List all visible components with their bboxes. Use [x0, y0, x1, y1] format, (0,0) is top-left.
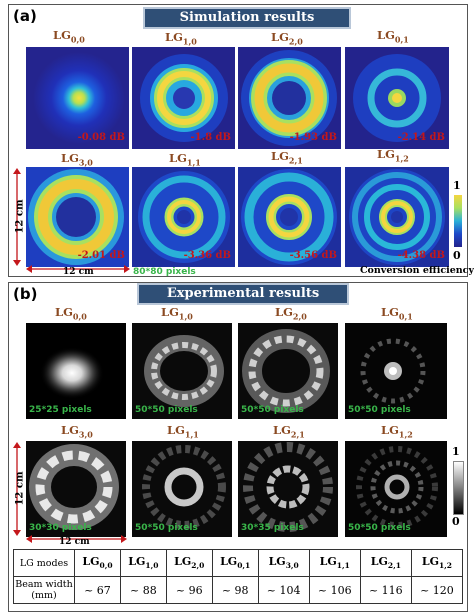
panel-b-label: (b) — [13, 285, 38, 303]
loss-value: -4.38 dB — [397, 250, 445, 261]
table-header-modes: LG modes — [13, 549, 75, 577]
mode-label-a-5: LG1,1 — [169, 151, 201, 168]
mode-label-a-4: LG3,0 — [61, 151, 93, 168]
table-row-width: Beam width (mm) ~ 67 ~ 88 ~ 96 ~ 98 ~ 104… — [13, 576, 464, 604]
table-cell-width: ~ 98 — [211, 576, 259, 604]
exp-image-lg12: 50*50 pixels — [345, 441, 447, 537]
table-cell-width: ~ 104 — [257, 576, 310, 604]
vertical-dimension-arrow — [13, 442, 21, 536]
loss-value: -0.08 dB — [77, 132, 125, 143]
table-cell-mode: LG1,1 — [308, 549, 361, 577]
colorbar-max: 1 — [452, 445, 460, 458]
sim-image-lg30: -2.01 dB — [26, 167, 129, 267]
mode-label-b-7: LG1,2 — [381, 423, 413, 440]
sim-image-lg12: -4.38 dB — [345, 167, 449, 267]
mode-label-a-7: LG1,2 — [377, 147, 409, 164]
table-cell-width: ~ 106 — [308, 576, 361, 604]
table-cell-width: ~ 120 — [410, 576, 464, 604]
pixel-count: 50*50 pixels — [135, 405, 198, 415]
loss-value: -3.56 dB — [289, 250, 337, 261]
table-cell-width: ~ 116 — [359, 576, 412, 604]
table-cell-width: ~ 88 — [119, 576, 167, 604]
exp-image-lg00: 25*25 pixels — [26, 323, 126, 419]
mode-label-b-3: LG0,1 — [381, 305, 413, 322]
sim-image-lg21: -3.56 dB — [238, 167, 341, 267]
pixel-count: 30*35 pixels — [241, 523, 304, 533]
mode-label-b-5: LG1,1 — [167, 423, 199, 440]
table-cell-mode: LG0,0 — [74, 549, 121, 577]
sim-image-lg01: -2.14 dB — [345, 47, 449, 149]
table-cell-width: ~ 67 — [74, 576, 121, 604]
experiment-banner: Experimental results — [137, 283, 349, 305]
loss-value: -3.36 dB — [183, 250, 231, 261]
mode-label-a-1: LG1,0 — [165, 30, 197, 47]
mode-label-a-0: LG0,0 — [53, 28, 85, 45]
mode-label-a-3: LG0,1 — [377, 28, 409, 45]
mode-label-b-6: LG2,1 — [273, 423, 305, 440]
beam-width-table: LG modes LG0,0 LG1,0 LG2,0 LG0,1 LG3,0 L… — [13, 549, 464, 604]
panel-a-label: (a) — [13, 7, 37, 25]
pixel-count: 50*50 pixels — [348, 405, 411, 415]
exp-image-lg30: 30*30 pixels — [26, 441, 126, 537]
sim-image-lg10: -1.8 dB — [132, 47, 235, 149]
mode-label-b-0: LG0,0 — [55, 305, 87, 322]
pixel-count: 50*50 pixels — [135, 523, 198, 533]
exp-image-lg21: 30*35 pixels — [238, 441, 338, 537]
colorbar-max: 1 — [453, 179, 461, 192]
sim-image-lg20: -1.93 dB — [238, 47, 341, 149]
table-header-width: Beam width (mm) — [13, 576, 75, 604]
vertical-dimension-label: 12 cm — [14, 471, 26, 506]
loss-value: -2.01 dB — [77, 250, 125, 261]
panel-simulation: (a) Simulation results LG0,0 LG1,0 LG2,0… — [8, 4, 474, 277]
colorbar — [454, 195, 462, 247]
mode-label-b-4: LG3,0 — [61, 423, 93, 440]
table-cell-mode: LG1,2 — [410, 549, 464, 577]
table-cell-mode: LG2,1 — [359, 549, 412, 577]
table-cell-mode: LG2,0 — [165, 549, 213, 577]
mode-label-b-2: LG2,0 — [275, 305, 307, 322]
table-row-modes: LG modes LG0,0 LG1,0 LG2,0 LG0,1 LG3,0 L… — [13, 549, 464, 577]
colorbar-min: 0 — [453, 249, 461, 262]
loss-value: -1.8 dB — [190, 132, 231, 143]
table-cell-mode: LG3,0 — [257, 549, 310, 577]
table-cell-mode: LG1,0 — [119, 549, 167, 577]
exp-image-lg20: 50*50 pixels — [238, 323, 338, 419]
loss-value: -1.93 dB — [289, 132, 337, 143]
exp-image-lg11: 50*50 pixels — [132, 441, 232, 537]
exp-image-lg10: 50*50 pixels — [132, 323, 232, 419]
table-cell-width: ~ 96 — [165, 576, 213, 604]
pixel-count: 50*50 pixels — [348, 523, 411, 533]
sim-image-lg00: -0.08 dB — [26, 47, 129, 149]
horizontal-dimension-label: 12 cm — [63, 267, 94, 277]
panel-experiment: (b) Experimental results LG0,0 LG1,0 LG2… — [8, 282, 468, 612]
pixel-count: 25*25 pixels — [29, 405, 92, 415]
mode-label-a-2: LG2,0 — [271, 30, 303, 47]
horizontal-dimension-label: 12 cm — [59, 537, 90, 547]
horizontal-dimension-arrow — [26, 265, 130, 273]
loss-value: -2.14 dB — [397, 132, 445, 143]
pixel-count: 50*50 pixels — [241, 405, 304, 415]
grayscale-colorbar — [453, 461, 464, 515]
pixel-count: 30*30 pixels — [29, 523, 92, 533]
vertical-dimension-arrow — [13, 168, 21, 266]
colorbar-min: 0 — [452, 515, 460, 528]
vertical-dimension-label: 12 cm — [14, 199, 26, 234]
colorbar-label: Conversion efficiency — [360, 265, 474, 276]
pixel-count: 80*80 pixels — [133, 267, 196, 277]
sim-image-lg11: -3.36 dB — [132, 167, 235, 267]
horizontal-dimension-arrow — [26, 535, 127, 543]
table-cell-mode: LG0,1 — [211, 549, 259, 577]
mode-label-b-1: LG1,0 — [161, 305, 193, 322]
mode-label-a-6: LG2,1 — [271, 149, 303, 166]
simulation-banner: Simulation results — [143, 7, 351, 29]
exp-image-lg01: 50*50 pixels — [345, 323, 447, 419]
